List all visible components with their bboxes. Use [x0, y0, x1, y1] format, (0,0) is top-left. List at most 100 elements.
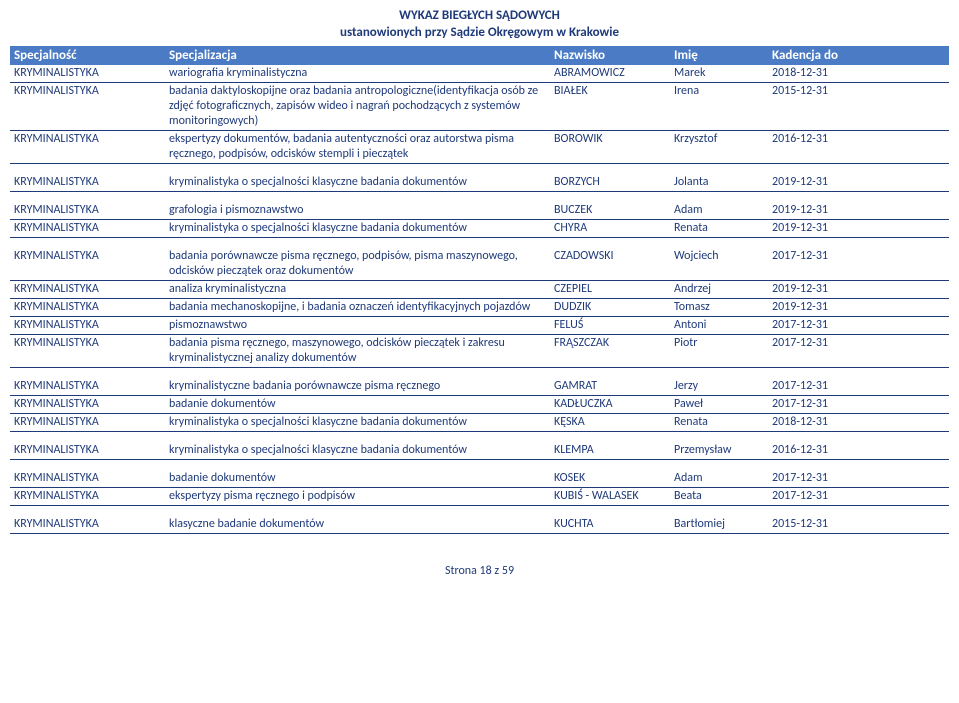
cell-nazwisko: FRĄSZCZAK — [550, 335, 670, 351]
table-row: KRYMINALISTYKAkryminalistyka o specjalno… — [10, 220, 949, 238]
cell-specjalizacja: kryminalistyka o specjalności klasyczne … — [165, 442, 550, 459]
cell-specjalnosc: KRYMINALISTYKA — [10, 378, 165, 394]
table-row: KRYMINALISTYKAekspertyzy pisma ręcznego … — [10, 488, 949, 506]
cell-nazwisko: KADŁUCZKA — [550, 396, 670, 412]
cell-specjalizacja: pismoznawstwo — [165, 317, 550, 334]
cell-imie: Wojciech — [670, 248, 768, 264]
cell-imie: Bartłomiej — [670, 516, 768, 532]
cell-nazwisko: BOROWIK — [550, 131, 670, 147]
cell-imie: Adam — [670, 470, 768, 486]
cell-imie: Beata — [670, 488, 768, 504]
cell-specjalnosc: KRYMINALISTYKA — [10, 396, 165, 412]
page-title-line1: WYKAZ BIEGŁYCH SĄDOWYCH — [10, 8, 949, 25]
cell-specjalizacja: badanie dokumentów — [165, 396, 550, 413]
group-gap — [10, 238, 949, 248]
cell-specjalnosc: KRYMINALISTYKA — [10, 335, 165, 351]
table-row: KRYMINALISTYKAkryminalistyczne badania p… — [10, 378, 949, 396]
cell-kadencja: 2018-12-31 — [768, 414, 858, 430]
cell-kadencja: 2016-12-31 — [768, 442, 858, 458]
header-specjalnosc: Specjalność — [10, 46, 165, 65]
table-row: KRYMINALISTYKAbadania daktyloskopijne or… — [10, 83, 949, 131]
cell-kadencja: 2017-12-31 — [768, 317, 858, 333]
cell-specjalnosc: KRYMINALISTYKA — [10, 65, 165, 81]
cell-specjalnosc: KRYMINALISTYKA — [10, 414, 165, 430]
cell-nazwisko: BORZYCH — [550, 174, 670, 190]
cell-nazwisko: CZEPIEL — [550, 281, 670, 297]
cell-imie: Irena — [670, 83, 768, 99]
cell-specjalnosc: KRYMINALISTYKA — [10, 470, 165, 486]
cell-nazwisko: KUBIŚ - WALASEK — [550, 488, 670, 504]
cell-specjalnosc: KRYMINALISTYKA — [10, 83, 165, 99]
table-row: KRYMINALISTYKAekspertyzy dokumentów, bad… — [10, 131, 949, 164]
cell-nazwisko: CZADOWSKI — [550, 248, 670, 264]
table-row: KRYMINALISTYKAbadania porównawcze pisma … — [10, 248, 949, 281]
cell-kadencja: 2019-12-31 — [768, 220, 858, 236]
cell-nazwisko: BIAŁEK — [550, 83, 670, 99]
table-header: Specjalność Specjalizacja Nazwisko Imię … — [10, 46, 949, 65]
cell-specjalizacja: badanie dokumentów — [165, 470, 550, 487]
cell-imie: Jerzy — [670, 378, 768, 394]
cell-nazwisko: KUCHTA — [550, 516, 670, 532]
cell-specjalizacja: kryminalistyczne badania porównawcze pis… — [165, 378, 550, 395]
cell-specjalnosc: KRYMINALISTYKA — [10, 442, 165, 458]
cell-kadencja: 2018-12-31 — [768, 65, 858, 81]
cell-specjalizacja: ekspertyzy dokumentów, badania autentycz… — [165, 131, 550, 163]
cell-kadencja: 2017-12-31 — [768, 335, 858, 351]
cell-specjalizacja: klasyczne badanie dokumentów — [165, 516, 550, 533]
table-body: KRYMINALISTYKAwariografia kryminalistycz… — [10, 65, 949, 534]
cell-imie: Piotr — [670, 335, 768, 351]
group-gap — [10, 368, 949, 378]
cell-kadencja: 2016-12-31 — [768, 131, 858, 147]
cell-nazwisko: KOSEK — [550, 470, 670, 486]
cell-imie: Jolanta — [670, 174, 768, 190]
table-row: KRYMINALISTYKAklasyczne badanie dokument… — [10, 516, 949, 534]
cell-nazwisko: KĘSKA — [550, 414, 670, 430]
group-gap — [10, 192, 949, 202]
table-row: KRYMINALISTYKAkryminalistyka o specjalno… — [10, 442, 949, 460]
group-gap — [10, 460, 949, 470]
cell-specjalnosc: KRYMINALISTYKA — [10, 202, 165, 218]
group-gap — [10, 164, 949, 174]
cell-specjalnosc: KRYMINALISTYKA — [10, 516, 165, 532]
cell-imie: Marek — [670, 65, 768, 81]
cell-nazwisko: KLEMPA — [550, 442, 670, 458]
cell-specjalnosc: KRYMINALISTYKA — [10, 281, 165, 297]
cell-imie: Krzysztof — [670, 131, 768, 147]
cell-specjalnosc: KRYMINALISTYKA — [10, 131, 165, 147]
cell-kadencja: 2017-12-31 — [768, 488, 858, 504]
cell-specjalizacja: kryminalistyka o specjalności klasyczne … — [165, 414, 550, 431]
cell-specjalizacja: ekspertyzy pisma ręcznego i podpisów — [165, 488, 550, 505]
cell-specjalizacja: wariografia kryminalistyczna — [165, 65, 550, 82]
cell-specjalizacja: badania pisma ręcznego, maszynowego, odc… — [165, 335, 550, 367]
cell-kadencja: 2017-12-31 — [768, 396, 858, 412]
cell-kadencja: 2017-12-31 — [768, 378, 858, 394]
cell-nazwisko: CHYRA — [550, 220, 670, 236]
cell-specjalnosc: KRYMINALISTYKA — [10, 299, 165, 315]
table-row: KRYMINALISTYKAbadania pisma ręcznego, ma… — [10, 335, 949, 368]
table-row: KRYMINALISTYKAwariografia kryminalistycz… — [10, 65, 949, 83]
header-specjalizacja: Specjalizacja — [165, 46, 550, 65]
page-title-block: WYKAZ BIEGŁYCH SĄDOWYCH ustanowionych pr… — [10, 8, 949, 42]
cell-specjalnosc: KRYMINALISTYKA — [10, 317, 165, 333]
cell-kadencja: 2017-12-31 — [768, 248, 858, 264]
table-row: KRYMINALISTYKAbadanie dokumentówKOSEKAda… — [10, 470, 949, 488]
cell-nazwisko: BUCZEK — [550, 202, 670, 218]
cell-kadencja: 2015-12-31 — [768, 516, 858, 532]
table-row: KRYMINALISTYKAkryminalistyka o specjalno… — [10, 414, 949, 432]
cell-nazwisko: ABRAMOWICZ — [550, 65, 670, 81]
cell-nazwisko: DUDZIK — [550, 299, 670, 315]
cell-kadencja: 2019-12-31 — [768, 281, 858, 297]
cell-specjalizacja: kryminalistyka o specjalności klasyczne … — [165, 174, 550, 191]
table-row: KRYMINALISTYKApismoznawstwoFELUŚAntoni20… — [10, 317, 949, 335]
cell-nazwisko: FELUŚ — [550, 317, 670, 333]
cell-kadencja: 2019-12-31 — [768, 299, 858, 315]
page-footer: Strona 18 z 59 — [10, 564, 949, 578]
cell-imie: Paweł — [670, 396, 768, 412]
cell-imie: Andrzej — [670, 281, 768, 297]
cell-specjalizacja: badania mechanoskopijne, i badania oznac… — [165, 299, 550, 316]
cell-specjalizacja: badania porównawcze pisma ręcznego, podp… — [165, 248, 550, 280]
cell-specjalnosc: KRYMINALISTYKA — [10, 488, 165, 504]
table-row: KRYMINALISTYKAbadania mechanoskopijne, i… — [10, 299, 949, 317]
cell-imie: Renata — [670, 414, 768, 430]
cell-specjalizacja: analiza kryminalistyczna — [165, 281, 550, 298]
